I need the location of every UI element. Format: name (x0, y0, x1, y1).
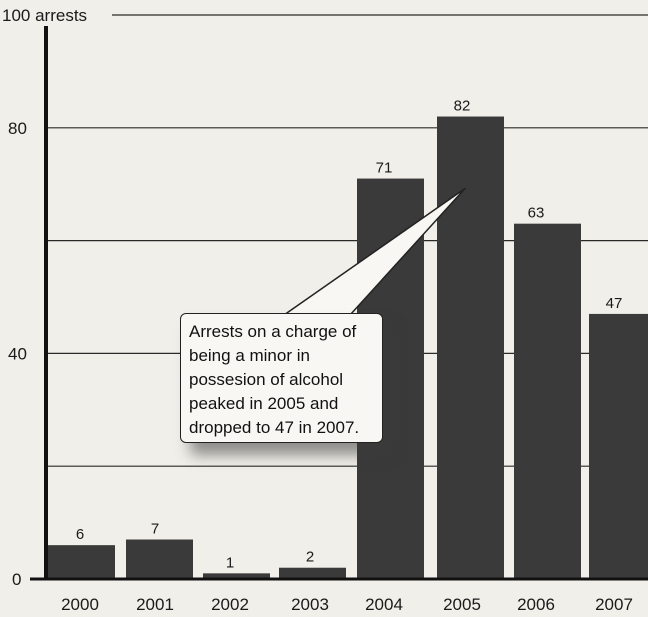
x-tick-label: 2000 (61, 595, 99, 614)
annotation-line: dropped to 47 in 2007. (189, 418, 360, 437)
x-tick-label: 2004 (365, 595, 403, 614)
x-tick-label: 2002 (211, 595, 249, 614)
bar-2005 (437, 116, 504, 580)
annotation-callout: Arrests on a charge of being a minor in … (180, 313, 383, 443)
x-tick-label: 2001 (136, 595, 174, 614)
y-tick-label: 80 (8, 119, 27, 138)
bar-2006 (514, 223, 581, 579)
labels: 0 40 80 100 arrests 6 2000 7 2001 1 2002 2 2003 71 20… (2, 6, 633, 614)
bar-2003 (279, 567, 346, 579)
bar-2007 (589, 313, 648, 579)
data-label: 1 (226, 554, 234, 571)
bar-2002 (203, 573, 270, 579)
data-label: 7 (151, 521, 159, 538)
data-label: 63 (528, 205, 545, 222)
axes (30, 26, 648, 581)
bar-2000 (48, 545, 115, 579)
annotation-line: possesion of alcohol (189, 370, 344, 389)
data-label: 2 (306, 549, 314, 566)
data-label: 6 (76, 526, 84, 543)
x-tick-label: 2003 (291, 595, 329, 614)
annotation-line: peaked in 2005 and (189, 394, 339, 413)
x-tick-label: 2007 (595, 595, 633, 614)
y-tick-label: 40 (8, 344, 27, 363)
y-tick-label: 0 (12, 570, 21, 589)
x-tick-label: 2005 (443, 595, 481, 614)
data-label: 82 (454, 98, 471, 115)
y-tick-label: 100 arrests (2, 6, 87, 25)
x-tick-label: 2006 (517, 595, 555, 614)
annotation-line: Arrests on a charge of (189, 322, 357, 341)
data-label: 47 (606, 295, 623, 312)
data-label: 71 (376, 160, 393, 177)
annotation-line: being a minor in (189, 346, 310, 365)
bar-2001 (126, 539, 193, 579)
